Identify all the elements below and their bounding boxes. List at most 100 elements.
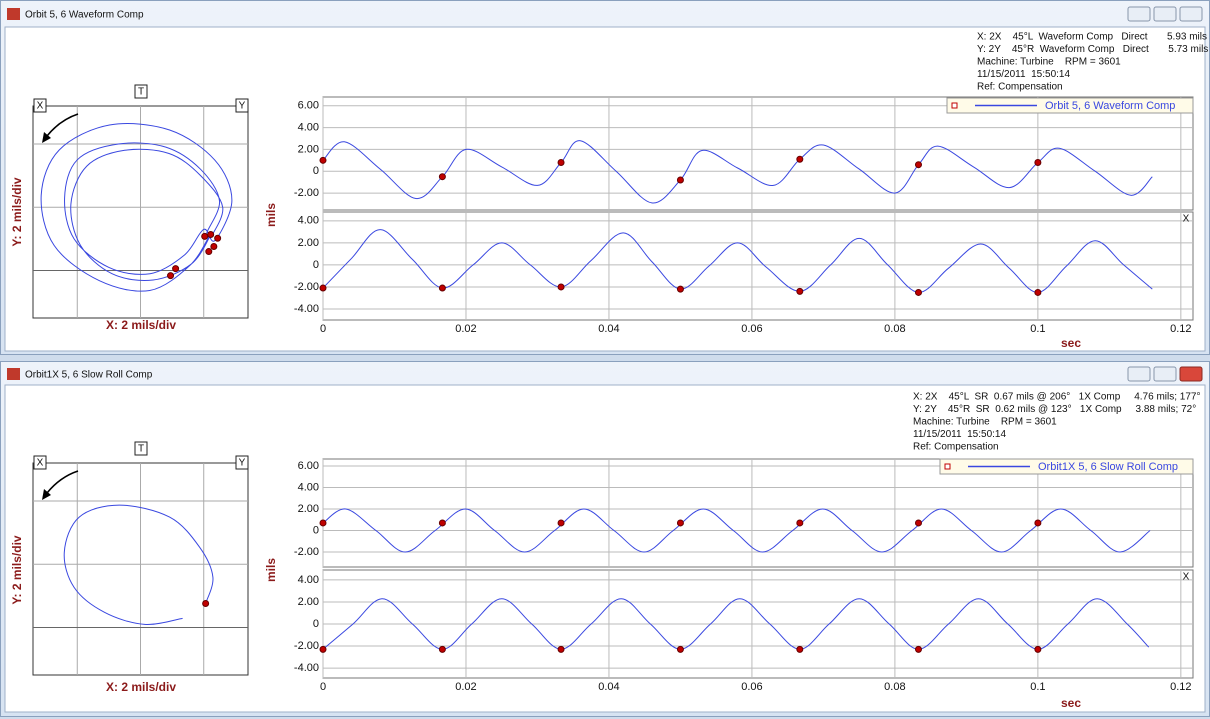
keyphasor-dot [319, 156, 327, 164]
y-tick-label: -2.00 [294, 640, 319, 652]
rotation-arrow [46, 470, 79, 494]
orbit-x-label: X: 2 mils/div [106, 680, 176, 694]
keyphasor-dot [207, 230, 215, 238]
orbit-x-label: X: 2 mils/div [106, 318, 176, 332]
keyphasor-dot [557, 645, 565, 653]
x-tick-label: 0.12 [1170, 323, 1191, 335]
keyphasor-dot [796, 287, 804, 295]
rotation-arrow-head [42, 132, 51, 143]
keyphasor-dot [210, 242, 218, 250]
keyphasor-dot [205, 248, 213, 256]
keyphasor-dot [319, 519, 327, 527]
panel-tag: X [1183, 214, 1190, 225]
keyphasor-dot [438, 519, 446, 527]
keyphasor-dot [557, 159, 565, 167]
y-tick-label: 0 [313, 259, 319, 271]
corner-label: Y [239, 101, 246, 112]
y-tick-label: 4.00 [298, 574, 319, 586]
info-line: X: 2X 45°L Waveform Comp Direct 5.93 mil… [977, 32, 1207, 43]
x-tick-label: 0.08 [884, 323, 905, 335]
maximize-button[interactable] [1153, 366, 1177, 382]
corner-label-box [134, 441, 148, 456]
keyphasor-dot [676, 176, 684, 184]
corner-label: T [138, 444, 144, 455]
corner-label-box [33, 98, 47, 113]
keyphasor-dot [914, 519, 922, 527]
keyphasor-dot [214, 234, 222, 242]
corner-label: X [37, 458, 44, 469]
rotation-arrow [46, 113, 79, 137]
x-tick-label: 0.02 [455, 681, 476, 693]
app-icon [7, 368, 20, 380]
y-tick-label: -4.00 [294, 662, 319, 674]
keyphasor-dot [676, 645, 684, 653]
corner-label-box [134, 84, 148, 99]
corner-label-box [235, 98, 249, 113]
y-tick-label: 0 [313, 165, 319, 177]
legend-marker [951, 102, 958, 109]
minimize-button[interactable] [1127, 6, 1151, 22]
y-tick-label: 6.00 [298, 100, 319, 112]
y-tick-label: 4.00 [298, 121, 319, 133]
legend-box [946, 97, 1194, 114]
y-tick-label: 6.00 [298, 460, 319, 472]
x-tick-label: 0.06 [741, 323, 762, 335]
legend-label: Orbit 5, 6 Waveform Comp [1045, 100, 1175, 112]
y-tick-label: 4.00 [298, 481, 319, 493]
y-tick-label: -2.00 [294, 546, 319, 558]
keyphasor-dot [167, 272, 175, 280]
plot-area [322, 458, 1194, 568]
legend-box [939, 458, 1194, 475]
y-tick-label: -4.00 [294, 303, 319, 315]
legend-marker [944, 463, 951, 470]
close-button[interactable] [1179, 366, 1203, 382]
x-tick-label: 0.04 [598, 323, 619, 335]
keyphasor-dot [796, 519, 804, 527]
info-line: X: 2X 45°L SR 0.67 mils @ 206° 1X Comp 4… [913, 392, 1200, 403]
x-tick-label: 0.04 [598, 681, 619, 693]
keyphasor-dot [1034, 159, 1042, 167]
y-tick-label: 0 [313, 524, 319, 536]
x-tick-label: 0.1 [1030, 681, 1045, 693]
window-title: Orbit 5, 6 Waveform Comp [25, 10, 144, 21]
keyphasor-dot [914, 288, 922, 296]
app-icon [7, 8, 20, 20]
close-button[interactable] [1179, 6, 1203, 22]
info-line: Y: 2Y 45°R SR 0.62 mils @ 123° 1X Comp 3… [913, 404, 1196, 415]
waveform-line [322, 140, 1153, 204]
keyphasor-dot [676, 519, 684, 527]
y-tick-label: 2.00 [298, 503, 319, 515]
keyphasor-dot [557, 283, 565, 291]
info-line: Ref: Compensation [913, 442, 999, 453]
x-axis-label: sec [1061, 696, 1081, 710]
y-tick-label: -2.00 [294, 281, 319, 293]
x-tick-label: 0.08 [884, 681, 905, 693]
corner-label: T [138, 87, 144, 98]
panel-tag: X [1183, 572, 1190, 583]
keyphasor-dot [172, 265, 180, 273]
keyphasor-dot [796, 155, 804, 163]
maximize-button[interactable] [1153, 6, 1177, 22]
keyphasor-dot [557, 519, 565, 527]
rotation-arrow-head [42, 489, 51, 500]
keyphasor-dot [914, 645, 922, 653]
orbit-y-label: Y: 2 mils/div [10, 535, 24, 604]
waveform-line [322, 508, 1151, 553]
x-tick-label: 0.12 [1170, 681, 1191, 693]
y-tick-label: 2.00 [298, 237, 319, 249]
info-line: Machine: Turbine RPM = 3601 [913, 417, 1057, 428]
keyphasor-dot [914, 161, 922, 169]
y-tick-label: -2.00 [294, 187, 319, 199]
info-line: Ref: Compensation [977, 82, 1063, 93]
minimize-button[interactable] [1127, 366, 1151, 382]
plot-area [322, 211, 1194, 321]
keyphasor-dot [319, 284, 327, 292]
keyphasor-dot [438, 284, 446, 292]
orbit-trace [63, 504, 214, 625]
x-tick-label: 0.02 [455, 323, 476, 335]
corner-label-box [33, 455, 47, 470]
y-axis-label: mils [264, 558, 278, 582]
waveform-line [322, 229, 1153, 293]
